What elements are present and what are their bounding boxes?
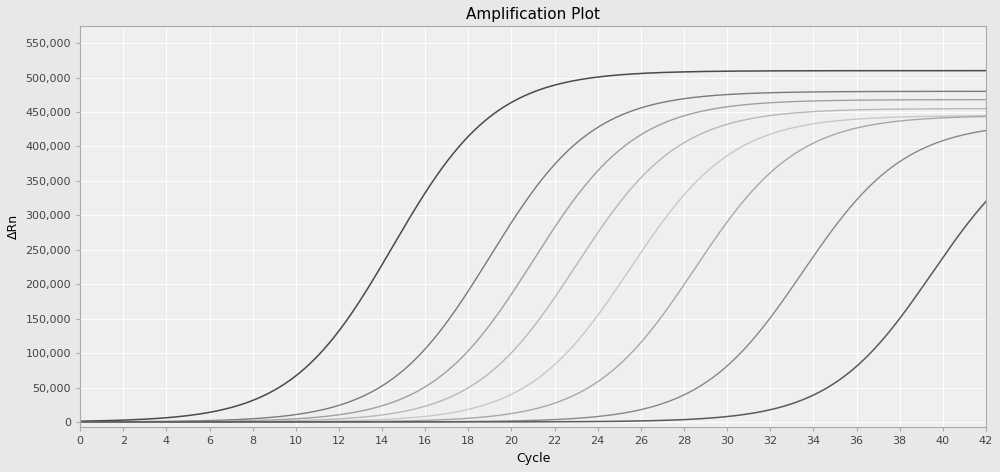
Y-axis label: ΔRn: ΔRn <box>7 214 20 239</box>
Title: Amplification Plot: Amplification Plot <box>466 7 600 22</box>
X-axis label: Cycle: Cycle <box>516 452 550 465</box>
